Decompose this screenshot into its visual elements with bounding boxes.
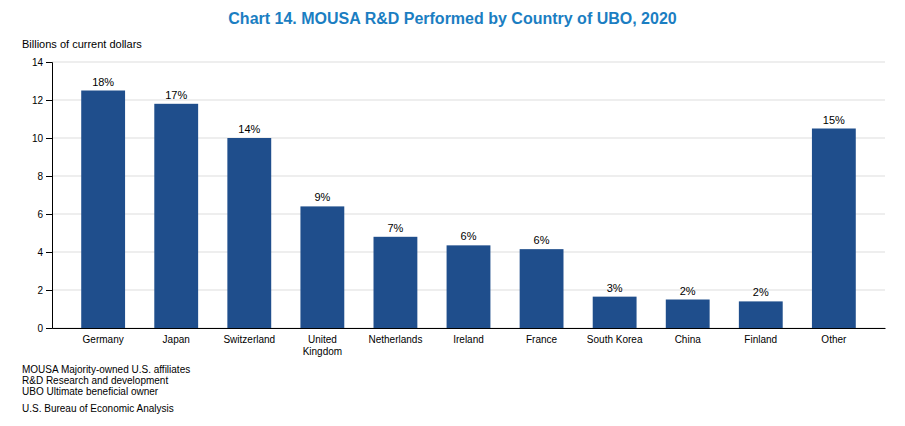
tick: 6 (37, 209, 52, 220)
tick-label: 12 (32, 95, 44, 106)
bar (154, 104, 198, 328)
tick: Ireland (453, 334, 484, 345)
bar-label: 15% (823, 114, 845, 126)
grid-line (52, 62, 885, 63)
tick: Germany (83, 334, 124, 345)
tick: UnitedKingdom (303, 334, 342, 357)
tick-label: UnitedKingdom (303, 334, 342, 357)
tick-label: Germany (83, 334, 124, 345)
tick-mark (46, 252, 52, 253)
chart: Chart 14. MOUSA R&D Performed by Country… (0, 0, 905, 426)
bar-label: 2% (753, 286, 769, 298)
tick-label: 2 (37, 285, 43, 296)
tick-label: Japan (163, 334, 190, 345)
bar (520, 249, 564, 328)
tick: Finland (744, 334, 777, 345)
bar-label: 17% (165, 89, 187, 101)
axis-line (46, 63, 53, 329)
tick-mark (46, 62, 52, 63)
bar-label: 14% (238, 123, 260, 135)
bar (739, 301, 783, 328)
bar-label: 9% (314, 191, 330, 203)
y-axis-title: Billions of current dollars (22, 38, 142, 50)
bar (374, 237, 418, 328)
tick: Switzerland (223, 334, 275, 345)
tick-label: Ireland (453, 334, 484, 345)
tick-mark (46, 138, 52, 139)
tick: 2 (37, 285, 52, 296)
tick: China (675, 334, 702, 345)
tick-mark (46, 100, 52, 101)
tick-label: 10 (32, 133, 44, 144)
tick-label: 6 (37, 209, 43, 220)
axis-line (53, 328, 886, 329)
bar (81, 91, 125, 329)
tick-label: 4 (37, 247, 43, 258)
tick: 14 (32, 57, 52, 68)
y-axis: 0 2 4 6 8 10 12 14 (32, 57, 53, 334)
bar (812, 129, 856, 329)
bar-labels: 18% 17% 14% 9% 7% 6% 6% 3% 2% 2% 15% (92, 76, 845, 299)
tick: 4 (37, 247, 52, 258)
tick: Japan (163, 334, 190, 345)
tick-label: Switzerland (223, 334, 275, 345)
grid (52, 62, 885, 328)
tick-label: France (526, 334, 558, 345)
bar-label: 3% (607, 282, 623, 294)
tick-label: China (675, 334, 702, 345)
tick: 10 (32, 133, 52, 144)
tick: Netherlands (368, 334, 422, 345)
bars (81, 91, 856, 329)
bar-label: 18% (92, 76, 114, 88)
tick-label: 8 (37, 171, 43, 182)
tick: 12 (32, 95, 52, 106)
x-axis: Germany Japan Switzerland UnitedKingdom Neth… (53, 329, 886, 357)
tick-label: 14 (32, 57, 44, 68)
bar (593, 297, 637, 328)
tick-label: Netherlands (368, 334, 422, 345)
bar-label: 2% (680, 285, 696, 297)
footnote: UBO Ultimate beneficial owner (22, 386, 159, 397)
bar (227, 138, 271, 328)
tick-label: 0 (37, 323, 43, 334)
tick: Other (821, 334, 847, 345)
bar (447, 245, 491, 328)
bar (300, 206, 344, 328)
bar-label: 6% (461, 230, 477, 242)
bar (666, 300, 710, 329)
tick: 8 (37, 171, 52, 182)
tick: South Korea (587, 334, 643, 345)
footnotes: MOUSA Majority-owned U.S. affiliatesR&D … (22, 364, 190, 414)
tick-label: South Korea (587, 334, 643, 345)
tick-mark (46, 176, 52, 177)
tick: 0 (37, 323, 52, 334)
title: Chart 14. MOUSA R&D Performed by Country… (228, 10, 676, 27)
tick-mark (46, 328, 52, 329)
plot: 0 2 4 6 8 10 12 14 Germany Japan Switzerland United… (32, 57, 886, 357)
bar-label: 6% (534, 234, 550, 246)
tick-mark (46, 214, 52, 215)
tick-label: Other (821, 334, 847, 345)
footnote: R&D Research and development (22, 375, 168, 386)
source: U.S. Bureau of Economic Analysis (22, 403, 174, 414)
footnote: MOUSA Majority-owned U.S. affiliates (22, 364, 190, 375)
bar-label: 7% (387, 222, 403, 234)
tick-label: Finland (744, 334, 777, 345)
tick: France (526, 334, 558, 345)
tick-mark (46, 290, 52, 291)
